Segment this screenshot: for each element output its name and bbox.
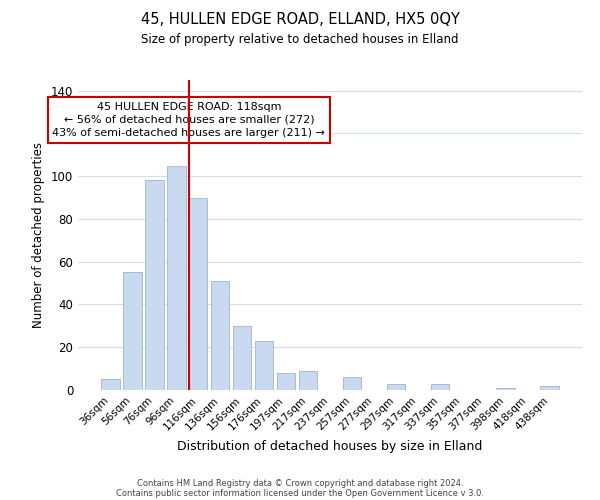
Bar: [211, 281, 229, 390]
Bar: [123, 272, 142, 390]
Bar: [299, 371, 317, 390]
Bar: [496, 388, 515, 390]
Bar: [431, 384, 449, 390]
Bar: [343, 377, 361, 390]
Bar: [167, 166, 185, 390]
Bar: [255, 341, 274, 390]
Bar: [277, 373, 295, 390]
Bar: [233, 326, 251, 390]
Text: 45, HULLEN EDGE ROAD, ELLAND, HX5 0QY: 45, HULLEN EDGE ROAD, ELLAND, HX5 0QY: [140, 12, 460, 28]
Bar: [541, 386, 559, 390]
X-axis label: Distribution of detached houses by size in Elland: Distribution of detached houses by size …: [178, 440, 482, 453]
Text: Contains HM Land Registry data © Crown copyright and database right 2024.: Contains HM Land Registry data © Crown c…: [137, 478, 463, 488]
Y-axis label: Number of detached properties: Number of detached properties: [32, 142, 45, 328]
Text: 45 HULLEN EDGE ROAD: 118sqm
← 56% of detached houses are smaller (272)
43% of se: 45 HULLEN EDGE ROAD: 118sqm ← 56% of det…: [52, 102, 325, 138]
Bar: [189, 198, 208, 390]
Bar: [145, 180, 164, 390]
Bar: [101, 380, 119, 390]
Bar: [386, 384, 405, 390]
Text: Contains public sector information licensed under the Open Government Licence v : Contains public sector information licen…: [116, 488, 484, 498]
Text: Size of property relative to detached houses in Elland: Size of property relative to detached ho…: [141, 32, 459, 46]
